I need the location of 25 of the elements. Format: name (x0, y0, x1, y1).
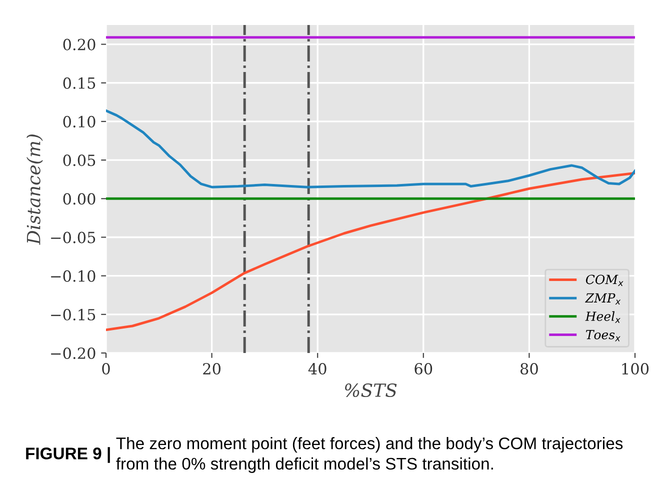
x-tick-label: 100 (622, 362, 649, 375)
y-tick-label: 0.15 (63, 77, 96, 89)
y-tick-label: −0.20 (51, 347, 96, 360)
y-tick-label: −0.15 (51, 308, 96, 320)
y-tick-label: −0.05 (51, 232, 96, 244)
y-tick-label: −0.10 (51, 270, 96, 282)
legend-label: COM$_{x}$ (586, 274, 624, 286)
legend-label: Heel$_{x}$ (585, 311, 620, 323)
line-series (106, 109, 635, 188)
x-tick-label: 40 (308, 362, 326, 375)
y-axis-title: Distance(m) (26, 134, 43, 245)
caption: FIGURE 9 | (26, 447, 110, 463)
y-tick-label: 0.05 (63, 154, 96, 166)
x-axis-title: %STS (345, 383, 397, 398)
x-tick-label: 0 (102, 362, 110, 375)
x-tick-label: 60 (414, 362, 432, 375)
y-tick-label: 0.20 (63, 38, 96, 50)
y-tick-label: 0.00 (63, 193, 96, 205)
x-tick-label: 80 (520, 362, 538, 375)
legend-label: ZMP$_{x}$ (585, 293, 621, 304)
legend-label: Toes$_{x}$ (586, 330, 620, 342)
y-tick-label: 0.10 (63, 116, 96, 128)
x-tick-label: 20 (203, 362, 221, 375)
text: The zero moment point (feet forces) and the body’s COM trajectories from the 0% strength deficit model’s STS transition. (116, 437, 623, 473)
line-series (106, 172, 635, 332)
